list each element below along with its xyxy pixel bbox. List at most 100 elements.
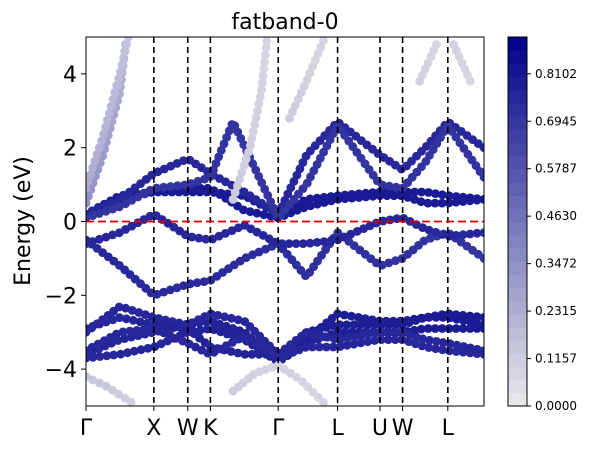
colorbar-tick-label: 0.8102 [535,67,577,81]
band-4-point [383,335,393,344]
colorbar: 0.0000 0.1157 0.2315 0.3472 0.4630 0.5787 0.69… [507,36,577,413]
band-0-point [202,324,212,334]
band-4-point [431,344,441,354]
band-6-point [378,216,388,226]
band-2-point [128,315,138,325]
band-3-point [431,337,441,346]
band-13-point [241,154,251,164]
band-10-point [173,181,182,191]
band-6-point [312,238,322,247]
band-3-point [452,340,462,350]
band-13-point [233,181,242,191]
band-3-point [329,334,339,344]
band-12-point [114,74,123,84]
band-2-point [333,309,342,319]
band-7-point [423,198,433,208]
band-7-point [306,201,315,211]
band-8-point [431,189,440,199]
x-tick-label: W [177,416,199,441]
band-12-point [124,37,133,42]
band-2-point [444,309,454,319]
band-16-point [466,76,475,86]
band-13-point [254,99,264,109]
colorbar-tick-label: 0.4630 [535,209,577,223]
band-8-point [340,190,350,200]
band-10-point [159,182,169,192]
band-7-point [299,203,309,213]
band-6-point [94,234,104,244]
band-0-point [437,324,447,333]
band-3-point [384,327,394,337]
band-2-point [430,311,440,321]
band-4-point [370,336,379,345]
band-7-point [239,205,248,215]
band-0-point [423,324,433,333]
band-10-point [88,211,98,221]
band-8-point [417,187,426,197]
band-6-point [187,232,197,242]
band-8-point [209,188,219,197]
band-2-point [115,313,124,322]
colorbar-segment [508,366,527,381]
band-8-point [347,190,357,199]
band-3-point [154,314,164,323]
band-4-point [349,339,359,349]
band-6-point [194,233,204,243]
band-12-point [86,177,93,186]
band-12-point [117,60,127,70]
band-2-point [226,347,236,356]
x-tick-label: L [331,416,344,441]
band-4-point [404,337,414,346]
band-2-point [451,310,461,319]
colorbar-segment [508,102,527,117]
band-0-point [136,345,146,355]
band-7-point [444,198,454,208]
band-8-point [305,194,315,204]
band-13-point [246,141,255,150]
band-2-point [354,313,363,322]
band-2-point [402,316,412,325]
y-axis-ticks: 4 2 0 −2 −4 [45,63,86,383]
band-4-point [132,326,142,335]
band-6-point [438,230,447,239]
band-19-point [319,397,328,406]
band-4-point [301,342,310,352]
band-3-point [350,332,359,341]
band-5-point [192,278,202,288]
band-0-point [209,325,219,335]
band-4-point [411,339,420,349]
band-0-point [465,324,475,333]
band-0-point [444,324,454,333]
band-10-point [384,181,394,191]
x-tick-label: X [146,416,161,441]
band-1-point [120,334,129,343]
colorbar-segment [508,181,527,196]
band-12-point [120,46,130,56]
band-0-point [102,351,112,361]
band-2-point [381,316,391,326]
band-11-point [86,191,93,201]
band-6-point [88,237,98,246]
colorbar-segment [508,300,527,315]
band-5-point [179,281,189,290]
band-0-point [109,350,119,360]
band-4-point [479,349,484,359]
band-6-point [201,234,211,244]
band-2-point [254,349,264,359]
band-8-point [195,187,205,197]
band-7-point [430,198,440,208]
band-2-point [465,311,475,321]
colorbar-tick-label: 0.3472 [535,257,577,271]
band-8-point [437,190,447,200]
y-axis-label: Energy (eV) [11,156,36,286]
band-0-point [458,324,468,333]
band-8-point [451,192,461,201]
colorbar-segment [508,287,527,302]
band-0-point [116,349,126,359]
band-13-point [257,78,267,88]
colorbar-segment [508,313,527,328]
band-3-point [161,315,170,325]
band-12-point [97,136,106,146]
band-3-point [316,331,325,340]
band-2-point [233,348,243,358]
